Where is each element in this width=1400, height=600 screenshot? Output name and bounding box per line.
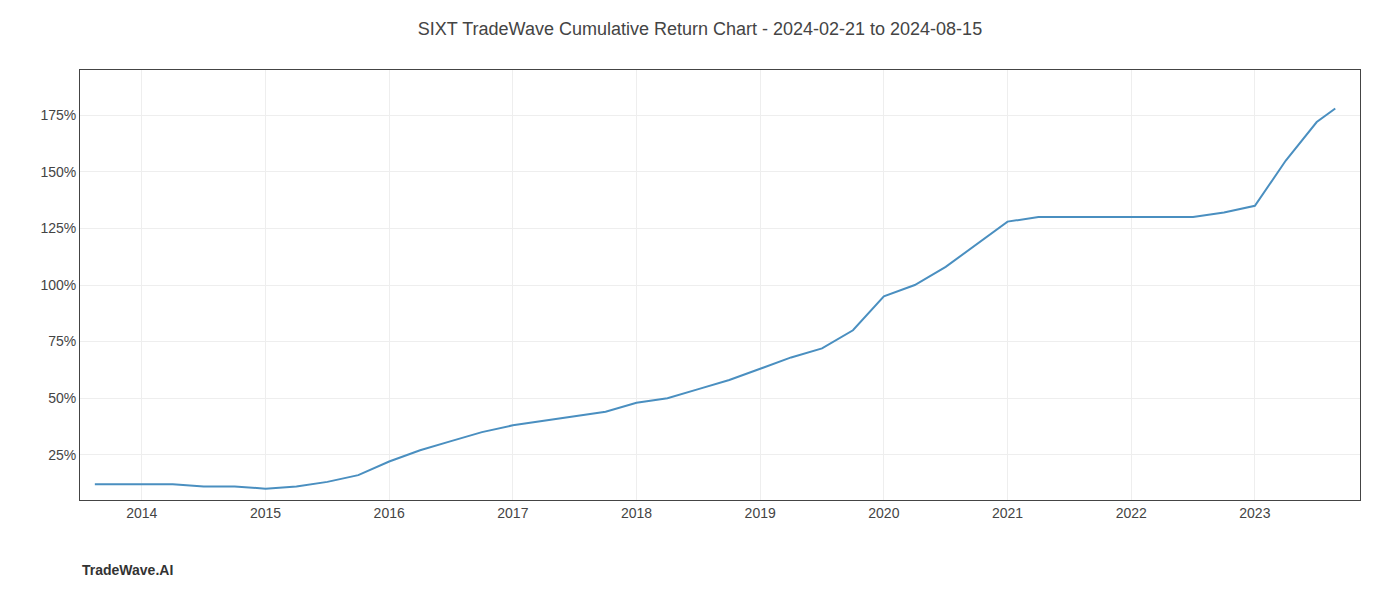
svg-text:2019: 2019 — [745, 505, 776, 521]
svg-text:2015: 2015 — [250, 505, 281, 521]
svg-text:TradeWave.AI: TradeWave.AI — [82, 562, 173, 578]
svg-text:25%: 25% — [48, 447, 76, 463]
svg-text:2021: 2021 — [992, 505, 1023, 521]
svg-text:2022: 2022 — [1116, 505, 1147, 521]
svg-text:150%: 150% — [40, 164, 76, 180]
svg-text:2018: 2018 — [621, 505, 652, 521]
svg-text:100%: 100% — [40, 277, 76, 293]
svg-text:SIXT TradeWave Cumulative Retu: SIXT TradeWave Cumulative Return Chart -… — [418, 19, 982, 39]
svg-text:2023: 2023 — [1239, 505, 1270, 521]
svg-text:2014: 2014 — [126, 505, 157, 521]
svg-text:2020: 2020 — [868, 505, 899, 521]
svg-text:125%: 125% — [40, 220, 76, 236]
svg-text:50%: 50% — [48, 390, 76, 406]
svg-text:2017: 2017 — [497, 505, 528, 521]
svg-text:2016: 2016 — [374, 505, 405, 521]
svg-text:75%: 75% — [48, 333, 76, 349]
svg-text:175%: 175% — [40, 107, 76, 123]
